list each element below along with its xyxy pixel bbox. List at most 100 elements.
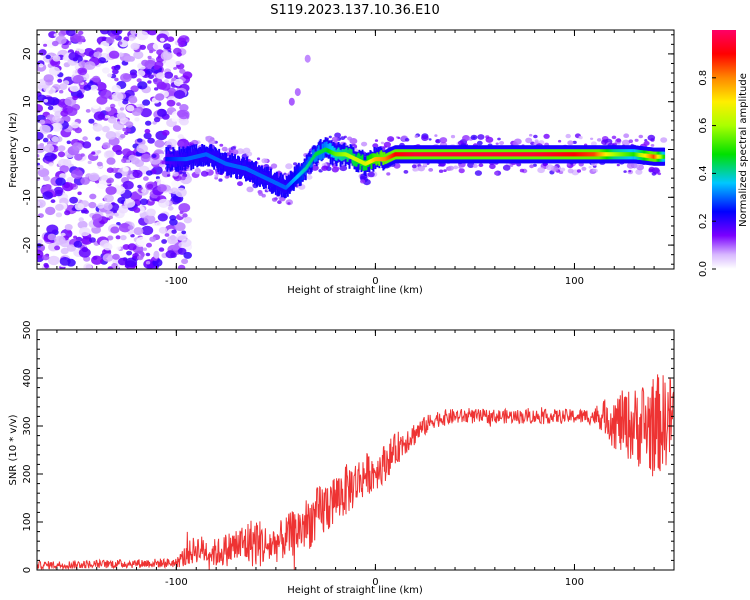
- noise-blob: [179, 104, 189, 112]
- halo-blob: [182, 171, 187, 175]
- noise-blob: [105, 36, 115, 44]
- noise-blob: [173, 78, 184, 87]
- halo-blob: [623, 170, 627, 173]
- colorbar-tick-label: 0.8: [698, 70, 709, 86]
- halo-blob: [374, 139, 379, 142]
- noise-blob: [177, 197, 182, 201]
- noise-blob: [73, 240, 83, 248]
- noise-blob: [119, 107, 125, 111]
- noise-blob: [182, 71, 193, 80]
- halo-blob: [383, 141, 391, 148]
- noise-blob: [132, 169, 143, 179]
- noise-blob: [64, 92, 72, 98]
- halo-blob: [219, 143, 224, 147]
- noise-blob: [42, 254, 50, 261]
- noise-blob: [62, 159, 72, 166]
- halo-blob: [428, 138, 432, 141]
- halo-blob: [657, 172, 662, 176]
- noise-blob: [52, 115, 61, 123]
- noise-blob: [103, 202, 113, 211]
- halo-blob: [435, 139, 440, 143]
- noise-blob: [54, 245, 61, 251]
- noise-blob: [147, 80, 152, 84]
- noise-blob: [123, 55, 132, 63]
- noise-blob: [148, 74, 154, 79]
- halo-blob: [638, 134, 644, 139]
- halo-blob: [205, 136, 209, 139]
- halo-blob: [462, 135, 470, 142]
- noise-blob: [81, 210, 86, 214]
- noise-blob: [139, 44, 146, 50]
- y-tick-label: 0: [22, 146, 33, 152]
- halo-blob: [447, 165, 454, 171]
- halo-blob: [596, 138, 602, 142]
- spectrogram-y-ticks: -20 -10 0 10 20: [22, 34, 674, 265]
- halo-blob: [628, 139, 633, 143]
- halo-blob: [616, 138, 622, 143]
- noise-blob: [71, 169, 83, 179]
- halo-blob: [581, 166, 587, 171]
- halo-blob: [519, 168, 525, 173]
- snr-plot-area: [37, 330, 674, 570]
- noise-blob: [161, 239, 168, 244]
- noise-blob: [155, 178, 162, 183]
- noise-blob: [48, 66, 61, 76]
- noise-blob: [66, 140, 72, 145]
- halo-blob: [489, 163, 496, 170]
- halo-blob: [417, 165, 425, 172]
- noise-blob: [136, 236, 148, 246]
- noise-blob: [98, 57, 106, 64]
- x-tick-label: -100: [165, 577, 188, 588]
- noise-blob: [102, 125, 110, 133]
- noise-blob: [65, 30, 76, 37]
- colorbar-tick-label: 0.4: [698, 165, 709, 181]
- noise-blob: [164, 71, 174, 79]
- noise-blob: [111, 84, 121, 93]
- noise-blob: [127, 225, 134, 230]
- noise-blob: [145, 120, 152, 126]
- noise-blob: [74, 153, 83, 161]
- noise-blob: [88, 172, 100, 182]
- noise-blob: [183, 251, 192, 259]
- halo-blob: [403, 170, 409, 174]
- noise-blob: [146, 183, 154, 189]
- halo-blob: [623, 133, 630, 138]
- noise-blob: [91, 255, 103, 265]
- noise-blob: [173, 75, 178, 79]
- noise-blob: [84, 61, 96, 70]
- noise-blob: [119, 223, 131, 233]
- noise-blob: [88, 201, 97, 209]
- halo-blob: [477, 134, 485, 140]
- noise-blob: [122, 127, 127, 132]
- noise-blob: [125, 128, 131, 133]
- noise-blob: [170, 187, 179, 194]
- halo-blob: [428, 168, 434, 172]
- noise-blob: [183, 216, 192, 224]
- halo-blob: [470, 134, 478, 141]
- noise-blob: [156, 72, 165, 80]
- noise-blob: [143, 214, 156, 225]
- halo-blob: [467, 162, 475, 168]
- noise-blob: [137, 255, 144, 261]
- halo-blob: [543, 133, 550, 139]
- noise-blob: [77, 191, 82, 196]
- x-tick-label: 100: [565, 577, 584, 588]
- colorbar-tick-label: 0.6: [698, 118, 709, 134]
- halo-blob: [560, 167, 566, 172]
- noise-blob: [152, 222, 157, 227]
- noise-blob: [117, 257, 128, 266]
- noise-blob: [137, 81, 148, 90]
- noise-blob: [155, 176, 160, 180]
- noise-blob: [79, 227, 91, 237]
- noise-blob: [69, 196, 78, 204]
- noise-blob: [92, 123, 103, 132]
- halo-blob: [502, 164, 511, 171]
- halo-blob: [497, 137, 501, 141]
- noise-blob: [47, 255, 60, 266]
- noise-blob: [167, 206, 174, 211]
- halo-blob: [334, 166, 340, 171]
- noise-blob: [149, 236, 157, 242]
- noise-blob: [66, 244, 77, 252]
- noise-blob: [78, 217, 84, 222]
- noise-blob: [37, 168, 50, 178]
